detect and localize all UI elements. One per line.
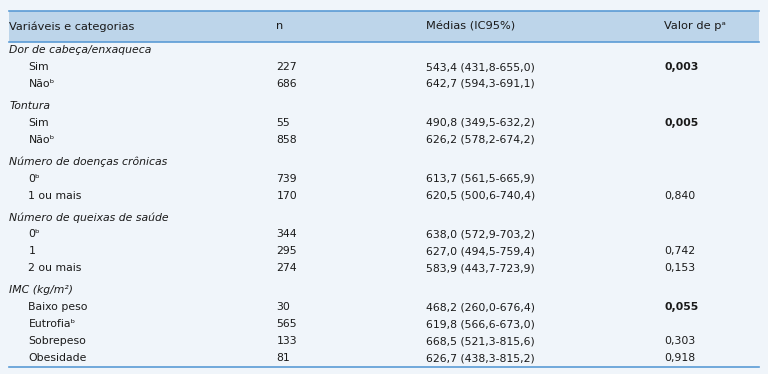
Bar: [9, 350, 759, 367]
Bar: [9, 58, 759, 76]
Text: 170: 170: [276, 190, 297, 200]
Bar: [9, 298, 759, 316]
Bar: [9, 204, 759, 209]
Text: Nãoᵇ: Nãoᵇ: [28, 135, 55, 145]
Text: 0,055: 0,055: [664, 302, 699, 312]
Text: Nãoᵇ: Nãoᵇ: [28, 79, 55, 89]
Bar: [9, 97, 759, 114]
Text: 490,8 (349,5-632,2): 490,8 (349,5-632,2): [426, 118, 535, 128]
Text: 627,0 (494,5-759,4): 627,0 (494,5-759,4): [426, 246, 535, 256]
Bar: [9, 92, 759, 97]
Bar: [9, 260, 759, 277]
Text: 858: 858: [276, 135, 297, 145]
Text: Valor de pᵃ: Valor de pᵃ: [664, 21, 727, 31]
Bar: [9, 209, 759, 226]
Text: 295: 295: [276, 246, 297, 256]
Bar: [9, 316, 759, 332]
Text: 0,742: 0,742: [664, 246, 696, 256]
Text: 638,0 (572,9-703,2): 638,0 (572,9-703,2): [426, 229, 535, 239]
Text: IMC (kg/m²): IMC (kg/m²): [9, 285, 73, 295]
Text: Sobrepeso: Sobrepeso: [28, 336, 86, 346]
Text: 227: 227: [276, 62, 297, 72]
Bar: [9, 332, 759, 350]
Text: Obesidade: Obesidade: [28, 353, 87, 363]
Text: 642,7 (594,3-691,1): 642,7 (594,3-691,1): [426, 79, 535, 89]
Text: Número de queixas de saúde: Número de queixas de saúde: [9, 212, 169, 223]
Text: 583,9 (443,7-723,9): 583,9 (443,7-723,9): [426, 263, 535, 273]
Text: Eutrofiaᵇ: Eutrofiaᵇ: [28, 319, 75, 329]
Text: 613,7 (561,5-665,9): 613,7 (561,5-665,9): [426, 174, 535, 184]
Text: 686: 686: [276, 79, 297, 89]
Text: 468,2 (260,0-676,4): 468,2 (260,0-676,4): [426, 302, 535, 312]
Text: 626,7 (438,3-815,2): 626,7 (438,3-815,2): [426, 353, 535, 363]
Text: Número de doenças crônicas: Número de doenças crônicas: [9, 156, 167, 167]
Bar: [9, 243, 759, 260]
Bar: [9, 148, 759, 153]
Text: 81: 81: [276, 353, 290, 363]
Text: 0,003: 0,003: [664, 62, 699, 72]
Text: 565: 565: [276, 319, 297, 329]
Bar: [9, 76, 759, 92]
Text: 30: 30: [276, 302, 290, 312]
Bar: [9, 226, 759, 243]
Bar: [9, 11, 759, 42]
Bar: [9, 114, 759, 131]
Text: 344: 344: [276, 229, 297, 239]
Text: Sim: Sim: [28, 62, 49, 72]
Text: 619,8 (566,6-673,0): 619,8 (566,6-673,0): [426, 319, 535, 329]
Text: 1: 1: [28, 246, 35, 256]
Bar: [9, 153, 759, 170]
Text: 0,153: 0,153: [664, 263, 696, 273]
Text: 0,840: 0,840: [664, 190, 696, 200]
Text: 543,4 (431,8-655,0): 543,4 (431,8-655,0): [426, 62, 535, 72]
Bar: [9, 277, 759, 282]
Text: 626,2 (578,2-674,2): 626,2 (578,2-674,2): [426, 135, 535, 145]
Text: 1 ou mais: 1 ou mais: [28, 190, 81, 200]
Text: 0ᵇ: 0ᵇ: [28, 174, 40, 184]
Text: Variáveis e categorias: Variáveis e categorias: [9, 21, 134, 32]
Text: n: n: [276, 21, 283, 31]
Text: Baixo peso: Baixo peso: [28, 302, 88, 312]
Bar: [9, 282, 759, 298]
Text: Dor de cabeça/enxaqueca: Dor de cabeça/enxaqueca: [9, 45, 151, 55]
Text: Sim: Sim: [28, 118, 49, 128]
Text: 0ᵇ: 0ᵇ: [28, 229, 40, 239]
Text: 0,005: 0,005: [664, 118, 699, 128]
Text: 274: 274: [276, 263, 297, 273]
Text: 0,918: 0,918: [664, 353, 696, 363]
Text: 739: 739: [276, 174, 297, 184]
Text: 0,303: 0,303: [664, 336, 696, 346]
Text: 55: 55: [276, 118, 290, 128]
Text: Médias (IC95%): Médias (IC95%): [426, 21, 515, 31]
Text: 2 ou mais: 2 ou mais: [28, 263, 81, 273]
Text: Tontura: Tontura: [9, 101, 50, 111]
Bar: [9, 170, 759, 187]
Text: 668,5 (521,3-815,6): 668,5 (521,3-815,6): [426, 336, 535, 346]
Bar: [9, 131, 759, 148]
Bar: [9, 187, 759, 204]
Text: 133: 133: [276, 336, 297, 346]
Text: 620,5 (500,6-740,4): 620,5 (500,6-740,4): [426, 190, 535, 200]
Bar: [9, 42, 759, 58]
